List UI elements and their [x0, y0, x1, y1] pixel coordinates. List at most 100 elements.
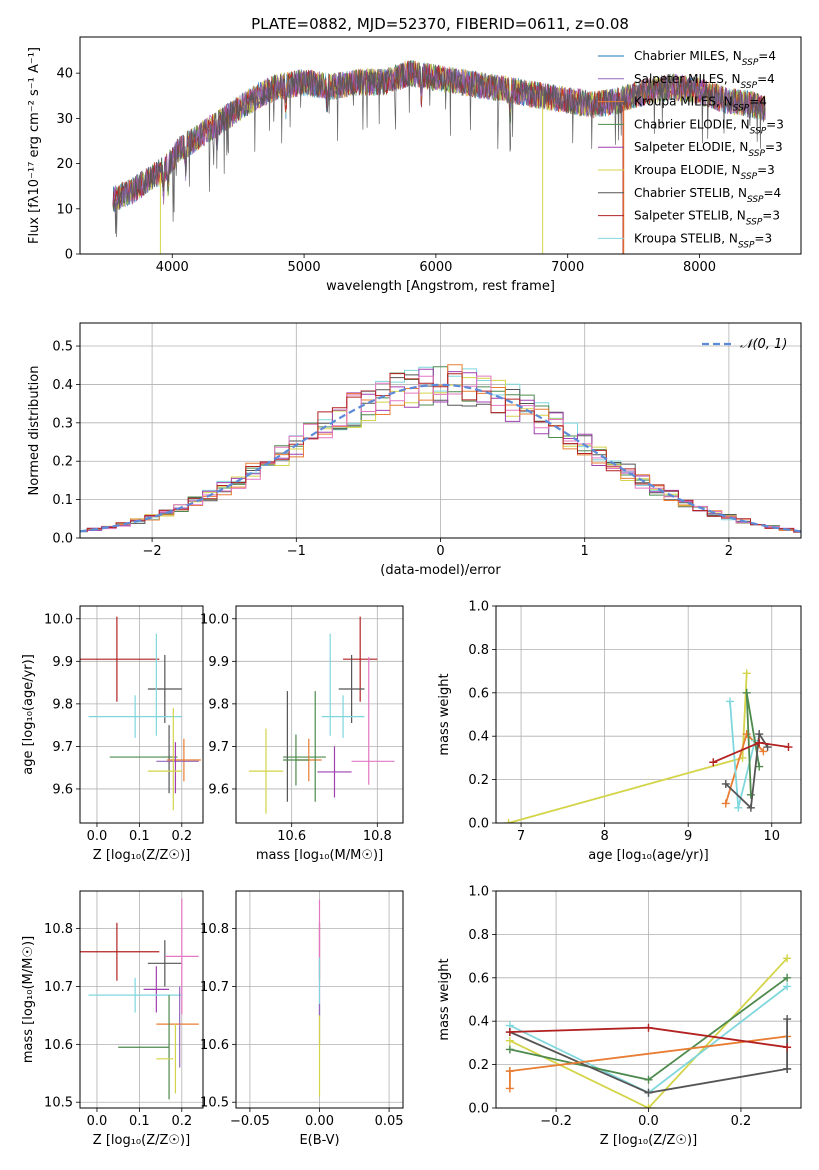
- y-tick-label: 20: [56, 157, 73, 172]
- weight-line: [509, 957, 788, 1108]
- y-tick-label: 0.0: [52, 532, 73, 547]
- x-tick-label: 0.2: [171, 829, 192, 844]
- x-tick-label: 1: [581, 544, 589, 559]
- y-tick-label: 10.8: [44, 922, 73, 937]
- plot-area: [112, 59, 766, 254]
- legend-label: 𝒩(0, 1): [740, 337, 787, 352]
- weight-marker: [644, 1088, 653, 1097]
- y-tick-label: 10.7: [200, 980, 229, 995]
- x-tick-label: 0: [436, 544, 444, 559]
- weight-marker: [505, 1028, 514, 1037]
- errorbar-point: [248, 728, 284, 814]
- y-axis-label: age [log₁₀(age/yr)]: [21, 654, 36, 775]
- panel-mass_vs_ebv: −0.05 0.00 0.05 10.5 10.6 10.7 10.8 E(B-V): [200, 890, 404, 1148]
- x-axis-label: Z [log₁₀(Z/Z☉)]: [93, 1133, 190, 1148]
- y-tick-label: 10: [56, 202, 73, 217]
- errorbar-point: [88, 977, 182, 1013]
- histogram-step: [80, 375, 801, 533]
- plot-area: [80, 898, 199, 1100]
- y-tick-label: 0.8: [468, 643, 489, 658]
- y-tick-label: 10.7: [44, 980, 73, 995]
- weight-marker: [783, 973, 792, 982]
- y-tick-label: 0.1: [52, 493, 73, 508]
- x-axis-label: (data-model)/error: [380, 563, 501, 578]
- panel-mass_vs_Z: 0.0 0.1 0.2 10.5 10.6 10.7 10.8 Z [log₁₀(Z/Z☉)]…: [21, 890, 204, 1148]
- weight-marker: [759, 747, 768, 756]
- y-tick-label: 10.0: [44, 612, 73, 627]
- axes-frame: [495, 890, 802, 1109]
- errorbar-point: [143, 966, 170, 1013]
- y-tick-label: 0.8: [468, 928, 489, 943]
- y-tick-label: 0.4: [468, 1015, 489, 1030]
- x-tick-label: 0.05: [375, 1114, 404, 1129]
- x-tick-label: 8: [600, 829, 608, 844]
- x-tick-label: 9: [684, 829, 692, 844]
- panel-spectrum: 4000 5000 6000 7000 8000 0 10 20 30 40 wavelength …: [27, 36, 802, 294]
- y-tick-label: 10.0: [200, 612, 229, 627]
- grid-lines: [496, 890, 801, 1109]
- weight-marker: [644, 1023, 653, 1032]
- errorbar-point: [343, 616, 378, 702]
- y-tick-label: 0.3: [52, 416, 73, 431]
- x-tick-label: 6000: [419, 260, 452, 275]
- y-tick-label: 9.7: [208, 740, 229, 755]
- histogram-step: [80, 373, 801, 533]
- weight-marker: [725, 697, 734, 706]
- errorbar-point: [80, 922, 160, 981]
- weight-marker: [783, 954, 792, 963]
- y-tick-label: 0.4: [468, 730, 489, 745]
- weight-marker: [721, 799, 730, 808]
- weight-marker: [742, 669, 751, 678]
- weight-marker: [742, 688, 751, 697]
- weight-marker: [505, 1067, 514, 1076]
- weight-marker: [746, 803, 755, 812]
- weight-marker: [644, 1075, 653, 1084]
- axes-frame: [79, 890, 204, 1109]
- axes-frame: [79, 36, 802, 255]
- y-axis-label: Normed distribution: [27, 366, 42, 496]
- panel-residuals: −2 −1 0 1 2 0.0 0.1 0.2 0.3 0.4 0.5 (data-model)/er…: [27, 322, 802, 578]
- y-tick-label: 9.8: [208, 697, 229, 712]
- x-axis-label: wavelength [Angstrom, rest frame]: [326, 279, 555, 294]
- axes-frame: [495, 605, 802, 824]
- y-tick-label: 0.0: [468, 1102, 489, 1117]
- errorbar-point: [88, 695, 182, 738]
- x-tick-label: 0.0: [87, 1114, 108, 1129]
- x-tick-label: −1: [287, 544, 306, 559]
- figure-title: PLATE=0882, MJD=52370, FIBERID=0611, z=0…: [251, 15, 629, 33]
- errorbar-point: [338, 654, 365, 724]
- x-tick-label: 0.0: [638, 1114, 659, 1129]
- y-tick-label: 0.2: [468, 773, 489, 788]
- y-tick-label: 0.4: [52, 378, 73, 393]
- y-tick-label: 9.9: [52, 655, 73, 670]
- plot-area: [80, 364, 801, 533]
- errorbar-point: [147, 654, 182, 724]
- x-tick-label: 10.8: [363, 829, 392, 844]
- errorbar-point: [321, 695, 365, 738]
- x-tick-label: 8000: [683, 260, 716, 275]
- axes-frame: [79, 322, 802, 539]
- y-tick-label: 10.5: [200, 1096, 229, 1111]
- y-tick-label: 0.0: [468, 817, 489, 832]
- errorbar-point: [317, 746, 352, 798]
- x-axis-label: E(B-V): [299, 1133, 339, 1148]
- errorbar-point: [147, 940, 182, 987]
- weight-marker: [505, 1084, 514, 1093]
- errorbar-point: [283, 734, 309, 786]
- x-tick-label: 0.2: [731, 1114, 752, 1129]
- weight-marker: [644, 1104, 653, 1108]
- legend-label: Salpeter ELODIE, NSSP=3: [634, 140, 783, 159]
- x-tick-label: −2: [143, 544, 162, 559]
- y-tick-label: 30: [56, 112, 73, 127]
- y-axis-label: mass weight: [437, 958, 452, 1040]
- legend-label: Kroupa STELIB, NSSP=3: [634, 231, 772, 250]
- panel-weight_vs_Z: −0.2 0.0 0.2 0.0 0.2 0.4 0.6 0.8 1.0 Z [log₁₀(Z/Z…: [437, 885, 802, 1148]
- y-axis-label: mass [log₁₀(M/M☉)]: [21, 936, 36, 1063]
- weight-marker: [709, 758, 718, 767]
- x-tick-label: 5000: [288, 260, 321, 275]
- y-tick-label: 1.0: [468, 600, 489, 615]
- y-tick-label: 1.0: [468, 885, 489, 900]
- weight-marker: [742, 730, 751, 739]
- x-tick-label: 7000: [551, 260, 584, 275]
